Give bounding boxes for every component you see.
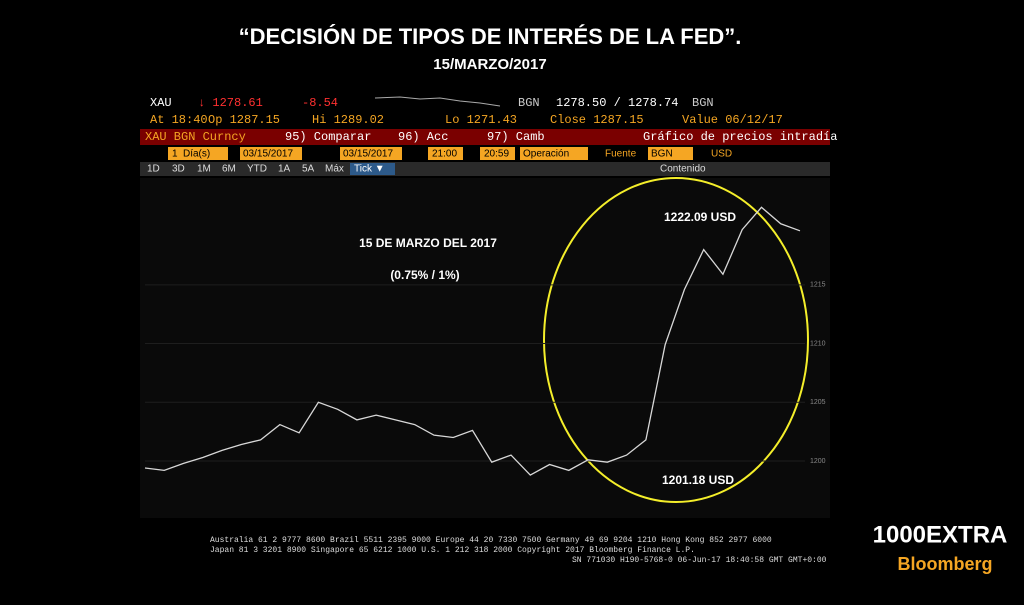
terminal: XAU ↓ 1278.61 -8.54 BGN 1278.50 / 1278.7…: [140, 90, 837, 570]
close: Close 1287.15: [550, 113, 644, 127]
y-tick-label: 1205: [810, 399, 826, 406]
logo-subtext: Bloomberg: [897, 554, 992, 574]
high: Hi 1289.02: [312, 113, 384, 127]
range-button[interactable]: YTD: [247, 164, 267, 175]
chart: 1200 1205 1210 1215: [144, 206, 826, 476]
time: At 18:40: [150, 113, 208, 127]
range-button[interactable]: 6M: [222, 164, 236, 175]
edit-button[interactable]: 97) Camb: [487, 130, 545, 144]
start-date: 03/15/2017: [243, 149, 293, 160]
footer: SN 771030 H190-5768-0 06-Jun-17 18:40:58…: [572, 556, 827, 565]
logo-text: 1000EXTRA: [873, 521, 1008, 548]
source: BGN: [692, 96, 714, 110]
range-button[interactable]: 1A: [278, 164, 291, 175]
field[interactable]: [648, 147, 693, 160]
y-tick-label: 1215: [810, 282, 826, 289]
range-button[interactable]: 5A: [302, 164, 315, 175]
last-price: ↓ 1278.61: [198, 96, 263, 110]
field[interactable]: [480, 147, 515, 160]
field[interactable]: [428, 147, 463, 160]
y-tick-label: 1210: [810, 340, 826, 347]
slide-title: “DECISIÓN DE TIPOS DE INTERÉS DE LA FED”…: [239, 24, 742, 49]
range-buttons: 1D 3D 1M 6M YTD 1A 5A Máx Tick ▼ Conteni…: [147, 163, 706, 175]
end-time: 20:59: [484, 149, 509, 160]
mode: Operación: [523, 149, 569, 160]
toolbar: [140, 129, 830, 145]
period-unit: Día(s): [183, 149, 210, 160]
range-bar: [140, 162, 830, 176]
plot-area: [140, 178, 830, 518]
slide-subtitle: 15/MARZO/2017: [433, 56, 546, 73]
open: Op 1287.15: [208, 113, 280, 127]
field[interactable]: [340, 147, 402, 160]
value-date: Value 06/12/17: [682, 113, 783, 127]
source: BGN: [518, 96, 540, 110]
bid-ask: 1278.50 / 1278.74: [556, 96, 678, 110]
field[interactable]: [520, 147, 588, 160]
annotation: 1222.09 USD: [664, 210, 736, 224]
highlight-ellipse: [543, 177, 809, 503]
compare-button[interactable]: 95) Comparar: [285, 130, 371, 144]
security[interactable]: XAU BGN Curncy: [145, 130, 246, 144]
footer: Australia 61 2 9777 8600 Brazil 5511 239…: [210, 536, 772, 545]
tick-label: Tick ▼: [354, 164, 385, 175]
source-field: BGN: [651, 149, 673, 160]
price-line: [144, 206, 801, 476]
actions-button[interactable]: 96) Acc: [398, 130, 448, 144]
field[interactable]: [168, 147, 228, 160]
start-time: 21:00: [432, 149, 457, 160]
end-date: 03/15/2017: [343, 149, 393, 160]
field[interactable]: [240, 147, 302, 160]
range-button[interactable]: 1D: [147, 164, 160, 175]
annotation: 15 DE MARZO DEL 2017: [359, 236, 497, 250]
low: Lo 1271.43: [445, 113, 517, 127]
change: -8.54: [302, 96, 338, 110]
content-button[interactable]: Contenido: [660, 164, 706, 175]
y-tick-label: 1200: [810, 458, 826, 465]
range-button[interactable]: 1M: [197, 164, 211, 175]
currency: USD: [711, 149, 732, 160]
tick-button[interactable]: [350, 163, 395, 175]
annotation: (0.75% / 1%): [390, 268, 459, 282]
annotation: 1201.18 USD: [662, 473, 734, 487]
ticker: XAU: [150, 96, 172, 110]
period-count: 1: [172, 149, 178, 160]
footer: Japan 81 3 3201 8900 Singapore 65 6212 1…: [210, 546, 695, 555]
range-button[interactable]: 3D: [172, 164, 185, 175]
source-label: Fuente: [605, 149, 637, 160]
screen-title: Gráfico de precios intradía: [643, 130, 837, 144]
range-button[interactable]: Máx: [325, 164, 344, 175]
sparkline: [374, 96, 501, 107]
